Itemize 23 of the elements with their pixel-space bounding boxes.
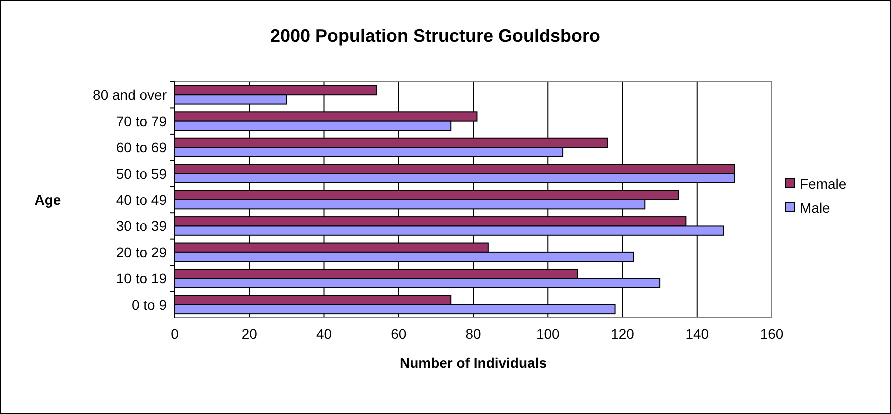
y-tick-label: 20 to 29 — [116, 244, 168, 260]
x-tick-label: 160 — [760, 326, 784, 342]
chart-title: 2000 Population Structure Gouldsboro — [270, 26, 601, 46]
y-tick-label: 60 to 69 — [116, 140, 168, 156]
legend-label: Female — [800, 176, 847, 192]
x-tick-label: 120 — [611, 326, 635, 342]
y-tick-label: 0 to 9 — [132, 296, 168, 313]
x-tick-label: 60 — [391, 326, 407, 342]
y-tick-label: 40 to 49 — [116, 192, 168, 208]
x-tick-label: 0 — [171, 326, 180, 342]
x-axis-title: Number of Individuals — [400, 355, 548, 371]
x-tick-label: 140 — [686, 326, 710, 342]
y-tick-label: 10 to 19 — [116, 270, 168, 287]
y-axis-title: Age — [34, 192, 62, 208]
x-tick-label: 100 — [536, 326, 560, 342]
x-tick-label: 40 — [316, 326, 332, 342]
y-tick-label: 50 to 59 — [116, 166, 168, 182]
y-tick-label: 30 to 39 — [116, 218, 168, 234]
y-tick-label: 70 to 79 — [116, 113, 168, 130]
legend-label: Male — [800, 200, 831, 216]
x-tick-label: 80 — [466, 326, 482, 342]
x-tick-label: 20 — [242, 326, 258, 342]
y-tick-label: 80 and over — [93, 87, 168, 104]
